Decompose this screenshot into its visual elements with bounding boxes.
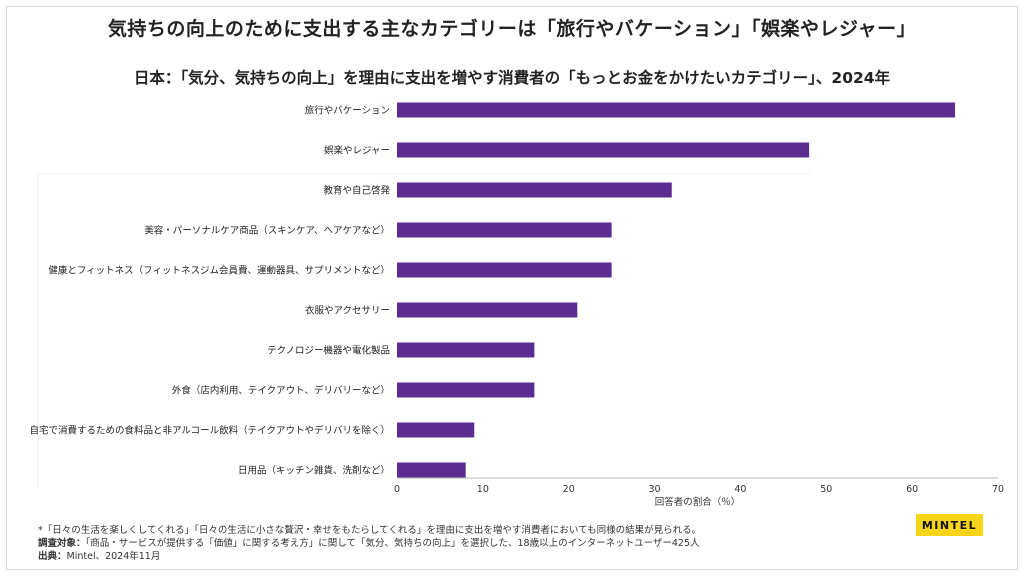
category-label-2: 娯楽やレジャー (324, 145, 390, 157)
page-title: 気持ちの向上のために支出する主なカテゴリーは「旅行やバケーション」「娯楽やレジャ… (107, 18, 917, 40)
category-label-4: 美容・パーソナルケア商品（スキンケア、ヘアケアなど） (144, 225, 390, 237)
survey-text: 「商品・サービスが提供する「価値」に関する考え方」に関して「気分、気持ちの向上」… (85, 538, 700, 549)
x-tick-label-5: 40 (734, 484, 746, 495)
chart-title: 日本：「気分、気持ちの向上」を理由に支出を増やす消費者の「もっとお金をかけたいカ… (133, 69, 891, 87)
bar-1 (397, 102, 956, 118)
source-text: Mintel、2024年11月 (66, 551, 161, 562)
bar-5 (397, 262, 612, 278)
category-label-8: 外食（店内利用、テイクアウト、デリバリーなど） (172, 385, 390, 397)
slide-frame (6, 6, 1018, 570)
footnote-survey: 調査対象：「商品・サービスが提供する「価値」に関する考え方」に関して「気分、気持… (38, 537, 701, 550)
footnotes: *「日々の生活を楽しくしてくれる」「日々の生活に小さな贅沢・幸せをもたらしてくれ… (38, 524, 701, 563)
footnote-source: 出典：Mintel、2024年11月 (38, 550, 701, 563)
category-label-10: 日用品（キッチン雑貨、洗剤など） (238, 465, 390, 477)
category-label-9: 自宅で消費するための食料品と非アルコール飲料（テイクアウトやデリバリを除く） (29, 425, 390, 437)
x-axis-title: 回答者の割合（％） (655, 496, 741, 508)
x-tick-label-2: 10 (477, 484, 489, 495)
mintel-logo: MINTEL (916, 514, 983, 536)
x-tick-label-3: 20 (563, 484, 575, 495)
footnote-note: *「日々の生活を楽しくしてくれる」「日々の生活に小さな贅沢・幸せをもたらしてくれ… (38, 525, 702, 536)
bar-7 (397, 342, 535, 358)
bar-9 (397, 422, 475, 438)
x-tick-label-8: 70 (992, 484, 1004, 495)
category-label-7: テクノロジー機器や電化製品 (267, 345, 390, 357)
bar-8 (397, 382, 535, 398)
survey-label: 調査対象： (38, 538, 86, 549)
category-label-1: 旅行やバケーション (305, 105, 390, 117)
category-label-6: 衣服やアクセサリー (305, 305, 390, 317)
x-tick-label-4: 30 (649, 484, 661, 495)
x-tick-label-1: 0 (394, 484, 400, 495)
category-label-3: 教育や自己啓発 (323, 185, 390, 197)
x-tick-label-6: 50 (820, 484, 832, 495)
bar-3 (397, 182, 672, 198)
bar-10 (397, 462, 466, 478)
bar-4 (397, 222, 612, 238)
source-label: 出典： (38, 551, 67, 562)
category-label-5: 健康とフィットネス（フィットネスジム会員費、運動器具、サプリメントなど） (48, 265, 390, 277)
bar-6 (397, 302, 578, 318)
x-tick-label-7: 60 (906, 484, 918, 495)
bar-2 (397, 142, 810, 158)
